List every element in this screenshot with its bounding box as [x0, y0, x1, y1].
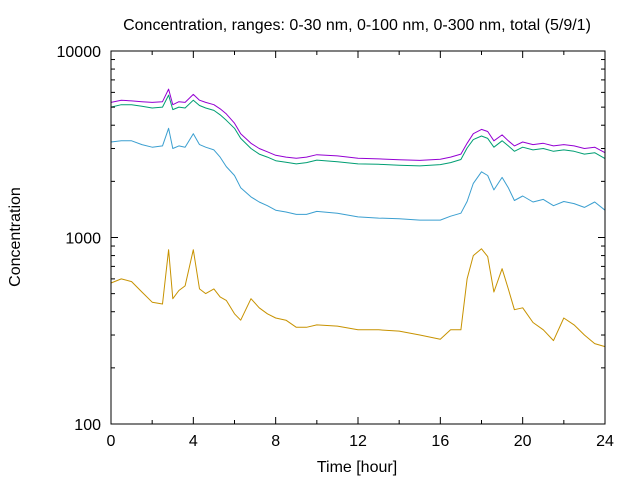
x-tick-label: 8: [271, 433, 280, 450]
series-line-2: [110, 127, 606, 221]
y-axis-label: Concentration: [7, 187, 24, 287]
y-tick-label: 1000: [65, 231, 101, 248]
chart-title: Concentration, ranges: 0-30 nm, 0-100 nm…: [123, 17, 591, 34]
y-tick-label: 10000: [57, 44, 102, 61]
ticks-layer: 0 4 8 12 16 20 24 100 1000 10000: [57, 44, 615, 450]
x-tick-label: 20: [514, 433, 532, 450]
series-layer: [110, 88, 606, 348]
x-tick-label: 24: [596, 433, 614, 450]
x-tick-label: 16: [431, 433, 449, 450]
series-line-3: [110, 94, 606, 167]
series-line-4: [110, 88, 606, 161]
x-tick-label: 0: [107, 433, 116, 450]
plot-frame: [110, 50, 606, 425]
y-tick-label: 100: [74, 417, 101, 434]
x-axis-label: Time [hour]: [317, 459, 397, 476]
x-tick-label: 12: [349, 433, 367, 450]
x-tick-label: 4: [189, 433, 198, 450]
series-line-1: [110, 248, 606, 348]
